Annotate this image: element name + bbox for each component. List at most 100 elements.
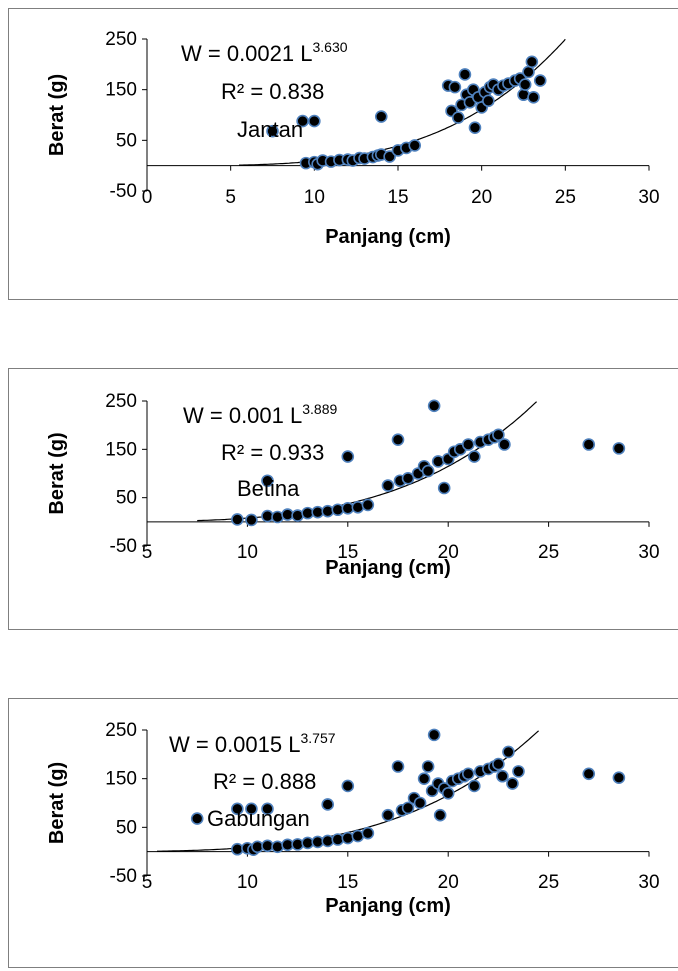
- x-tick-label: 10: [237, 872, 258, 893]
- trend-equation: W = 0.0021 L3.630: [181, 39, 348, 66]
- r-squared-label: R² = 0.838: [221, 79, 324, 104]
- r-squared-label: R² = 0.933: [221, 440, 324, 465]
- x-tick-label: 15: [337, 872, 358, 893]
- data-point: [468, 779, 481, 793]
- data-point: [492, 428, 505, 442]
- chart-panel-jantan: -50 50 150 250 0 5 10 15 20 25 30 Panjang (cm) Berat…: [8, 8, 678, 300]
- data-point: [448, 80, 462, 94]
- data-point: [427, 399, 441, 413]
- data-point: [381, 479, 395, 492]
- y-tick-label: -50: [110, 181, 137, 202]
- series-label: Betina: [237, 476, 300, 501]
- y-tick-label: 150: [105, 769, 137, 790]
- data-point: [421, 760, 435, 773]
- x-tick-label: 5: [142, 872, 153, 893]
- data-point: [190, 812, 204, 825]
- y-axis-title: Berat (g): [46, 432, 68, 514]
- data-point: [468, 121, 482, 134]
- data-point: [401, 472, 415, 485]
- series-label: Gabungan: [207, 806, 310, 831]
- y-tick-label: -50: [110, 536, 137, 557]
- x-tick-label: 20: [438, 872, 459, 893]
- data-point: [451, 111, 465, 124]
- x-tick-label: 20: [471, 187, 492, 208]
- data-point: [321, 834, 335, 848]
- data-point: [331, 503, 345, 517]
- y-tick-label: 50: [116, 817, 137, 838]
- data-point: [512, 765, 525, 778]
- data-point: [245, 513, 258, 527]
- trend-equation: W = 0.001 L3.889: [183, 401, 337, 428]
- data-point: [266, 124, 279, 138]
- data-point: [533, 74, 547, 87]
- x-tick-label: 20: [438, 542, 459, 563]
- y-tick-label: 50: [116, 130, 137, 151]
- data-point: [351, 501, 365, 514]
- data-point: [525, 55, 539, 69]
- data-point: [468, 450, 481, 463]
- data-point: [441, 786, 455, 800]
- x-tick-label: 25: [555, 187, 576, 208]
- chart-jantan: -50 50 150 250 0 5 10 15 20 25 30 Panjang (cm) Berat…: [46, 29, 660, 248]
- data-point: [341, 831, 355, 845]
- x-tick-label: 10: [304, 187, 325, 208]
- data-point: [498, 438, 511, 451]
- x-tick-label: 15: [337, 542, 358, 563]
- data-point: [582, 767, 596, 781]
- chart-betina: -50 50 150 250 5 10 15 20 25 30 Panjang (cm) Berat …: [46, 391, 660, 579]
- y-tick-label: 250: [105, 391, 137, 412]
- y-tick-label: 250: [105, 720, 137, 741]
- data-point: [518, 78, 532, 91]
- x-tick-label: 30: [638, 542, 659, 563]
- data-point: [417, 772, 431, 785]
- x-tick-label: 5: [225, 187, 236, 208]
- chart-panel-gabungan: -50 50 150 250 5 10 15 20 25 30 Panjang (cm) Berat …: [8, 698, 678, 968]
- data-point: [527, 90, 540, 104]
- x-tick-label: 5: [142, 542, 153, 563]
- data-point: [517, 88, 530, 102]
- y-tick-label: -50: [110, 866, 137, 887]
- data-point: [374, 110, 388, 123]
- data-point: [506, 777, 519, 790]
- data-point: [458, 68, 472, 81]
- data-point: [413, 796, 427, 810]
- data-point: [331, 833, 345, 846]
- data-point: [612, 442, 626, 455]
- x-tick-label: 30: [638, 187, 659, 208]
- data-point: [341, 779, 355, 793]
- x-tick-label: 25: [538, 872, 559, 893]
- data-point: [461, 767, 475, 781]
- data-point: [321, 798, 335, 811]
- data-point: [492, 757, 505, 771]
- r-squared-label: R² = 0.888: [213, 769, 316, 794]
- y-tick-label: 250: [105, 29, 137, 50]
- data-point: [291, 838, 304, 851]
- data-point: [308, 114, 321, 128]
- data-point: [391, 433, 405, 446]
- y-axis-title: Berat (g): [46, 74, 68, 156]
- data-point: [291, 509, 304, 522]
- data-point: [381, 808, 395, 822]
- equation-base: W = 0.0021 L: [181, 41, 312, 66]
- data-point: [582, 438, 596, 451]
- data-point: [231, 802, 244, 816]
- equation-exponent: 3.889: [302, 401, 337, 417]
- y-tick-label: 150: [105, 80, 137, 101]
- data-point: [383, 150, 396, 163]
- data-point: [461, 438, 475, 451]
- data-point: [271, 840, 284, 854]
- data-point: [245, 802, 258, 816]
- chart-panel-betina: -50 50 150 250 5 10 15 20 25 30 Panjang (cm) Berat …: [8, 368, 678, 630]
- x-tick-label: 15: [387, 187, 408, 208]
- data-point: [421, 464, 435, 478]
- x-axis-title: Panjang (cm): [325, 895, 451, 917]
- data-point: [261, 474, 274, 488]
- x-axis-title: Panjang (cm): [325, 557, 451, 579]
- y-tick-label: 50: [116, 488, 137, 509]
- data-point: [496, 769, 509, 783]
- data-point: [408, 139, 422, 152]
- data-point: [433, 808, 447, 822]
- x-tick-label: 0: [142, 187, 153, 208]
- data-point: [612, 771, 626, 784]
- data-point: [482, 94, 495, 108]
